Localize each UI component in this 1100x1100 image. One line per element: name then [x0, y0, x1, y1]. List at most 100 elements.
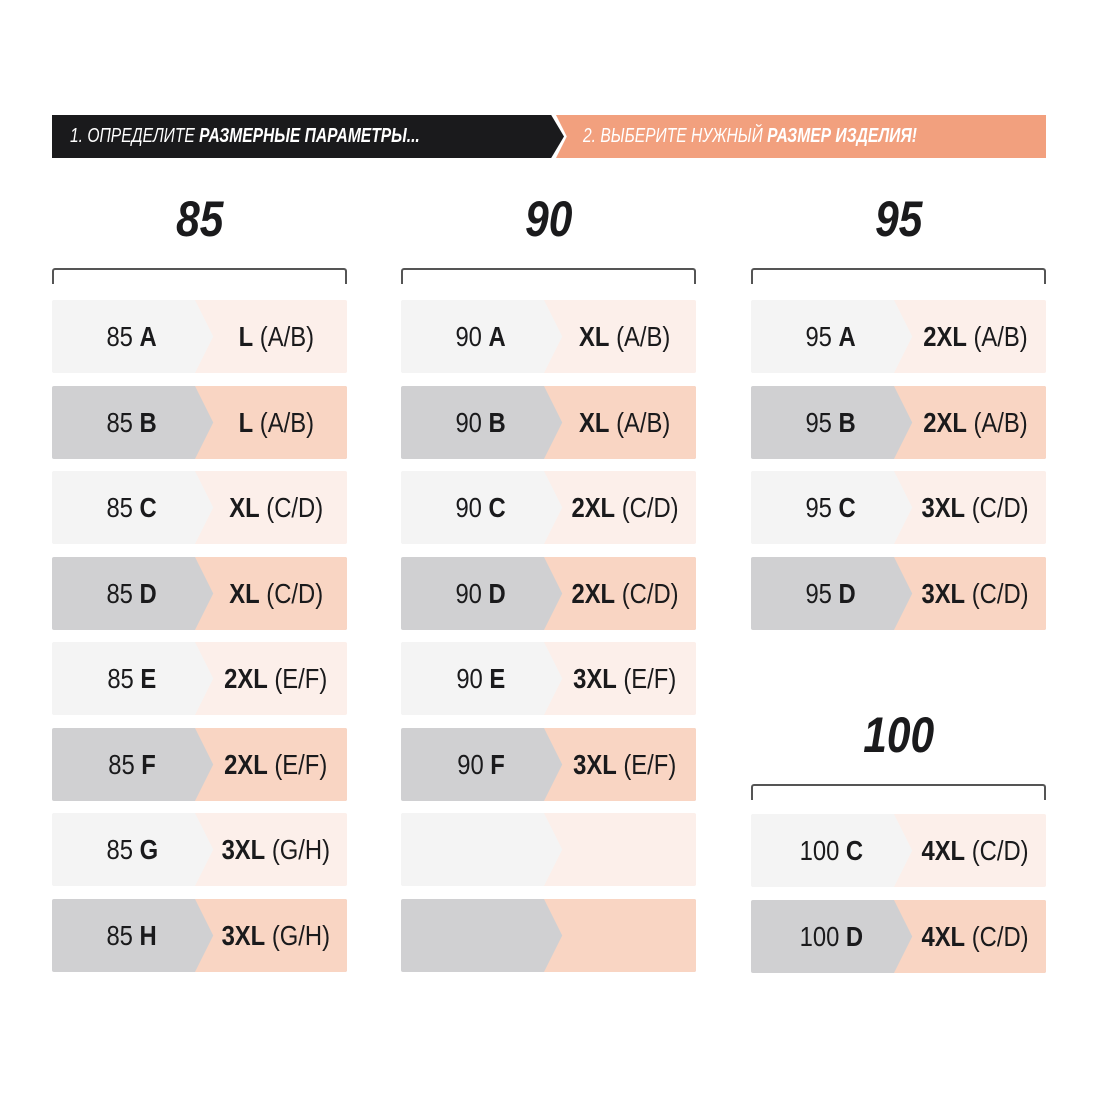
size-row: 95 D 3XL (C/D) [751, 557, 1046, 630]
bra-size-cell: 85 D [52, 557, 212, 630]
band-heading-text: 100 [863, 707, 934, 763]
bra-size: 90 D [456, 578, 506, 610]
size-row: 100 D 4XL (C/D) [751, 900, 1046, 973]
cup-value: B [488, 406, 507, 438]
bra-size: 90 E [457, 663, 506, 695]
cups-value: (A/B) [259, 320, 314, 352]
garment-size-cell: 3XL (E/F) [544, 728, 696, 801]
size-row: 100 C 4XL (C/D) [751, 814, 1046, 887]
bra-size-cell: 85 E [52, 642, 212, 715]
cups-value: (A/B) [973, 320, 1028, 352]
garment-size-cell: 2XL (E/F) [195, 642, 347, 715]
band-value: 85 [106, 320, 134, 352]
garment-size-cell: XL (C/D) [195, 557, 347, 630]
bra-size-cell: 90 E [401, 642, 561, 715]
garment-size-cell [544, 899, 696, 972]
garment-size: L (A/B) [238, 321, 313, 353]
garment-size-cell: 4XL (C/D) [894, 814, 1046, 887]
size-row: 85 E 2XL (E/F) [52, 642, 347, 715]
garment-size-cell: 3XL (C/D) [894, 471, 1046, 544]
cup-value: E [140, 662, 157, 694]
size-value: XL [229, 491, 260, 523]
cups-value: (E/F) [274, 748, 328, 780]
garment-size: L (A/B) [238, 407, 313, 439]
bra-size: 90 A [456, 321, 506, 353]
cups-value: (G/H) [272, 833, 331, 865]
bra-size-cell: 95 B [751, 386, 911, 459]
size-row: 90 B XL (A/B) [401, 386, 696, 459]
size-row: 85 F 2XL (E/F) [52, 728, 347, 801]
garment-size: 2XL (E/F) [224, 749, 327, 781]
band-value: 85 [106, 577, 134, 609]
size-value: XL [229, 577, 260, 609]
garment-size: 3XL (G/H) [222, 920, 330, 952]
cup-value: C [838, 491, 857, 523]
garment-size: XL (C/D) [229, 492, 323, 524]
garment-size-cell [544, 813, 696, 886]
cups-value: (C/D) [971, 834, 1029, 866]
step-2-banner: 2. ВЫБЕРИТЕ НУЖНЫЙ РАЗМЕР ИЗДЕЛИЯ! [556, 115, 1046, 158]
band-heading: 100 [751, 706, 1046, 764]
cups-value: (E/F) [274, 662, 328, 694]
group-bracket [751, 268, 1046, 284]
bra-size: 85 A [107, 321, 157, 353]
cups-value: (A/B) [616, 320, 671, 352]
size-row: 85 G 3XL (G/H) [52, 813, 347, 886]
size-value: 2XL [571, 577, 616, 609]
cups-value: (C/D) [971, 577, 1029, 609]
bra-size: 85 H [107, 920, 157, 952]
band-heading: 90 [401, 190, 696, 248]
bra-size-cell: 90 D [401, 557, 561, 630]
step-2-text: 2. ВЫБЕРИТЕ НУЖНЫЙ [583, 125, 768, 147]
group-bracket [52, 268, 347, 284]
bra-size: 85 E [108, 663, 157, 695]
garment-size-cell: XL (C/D) [195, 471, 347, 544]
bra-size-cell: 100 D [751, 900, 911, 973]
size-row: 95 C 3XL (C/D) [751, 471, 1046, 544]
garment-size: XL (A/B) [579, 321, 670, 353]
band-heading: 85 [52, 190, 347, 248]
garment-size-cell: 3XL (G/H) [195, 899, 347, 972]
band-value: 95 [805, 577, 833, 609]
bra-size: 100 C [799, 835, 863, 867]
garment-size-cell: XL (A/B) [544, 300, 696, 373]
cup-value: E [489, 662, 506, 694]
size-row: 85 B L (A/B) [52, 386, 347, 459]
cup-value: C [139, 491, 158, 523]
step-1-banner: 1. ОПРЕДЕЛИТЕ РАЗМЕРНЫЕ ПАРАМЕТРЫ... [52, 115, 564, 158]
size-value: 2XL [224, 748, 269, 780]
band-heading-text: 95 [874, 191, 923, 247]
cup-value: A [488, 320, 507, 352]
cup-value: F [141, 748, 156, 780]
size-row: 95 B 2XL (A/B) [751, 386, 1046, 459]
size-value: 2XL [571, 491, 616, 523]
band-value: 95 [805, 406, 833, 438]
garment-size-cell: 3XL (E/F) [544, 642, 696, 715]
bra-size-cell: 90 B [401, 386, 561, 459]
step-1-emphasis: РАЗМЕРНЫЕ ПАРАМЕТРЫ... [199, 125, 420, 147]
bra-size-cell: 95 D [751, 557, 911, 630]
garment-size: 3XL (E/F) [573, 749, 676, 781]
cups-value: (E/F) [623, 662, 677, 694]
size-value: 3XL [221, 919, 266, 951]
step-2-emphasis: РАЗМЕР ИЗДЕЛИЯ! [767, 125, 917, 147]
band-value: 90 [455, 491, 483, 523]
garment-size-cell: 2XL (C/D) [544, 471, 696, 544]
bra-size: 95 C [806, 492, 856, 524]
cup-value: B [838, 406, 857, 438]
garment-size: 2XL (C/D) [571, 578, 678, 610]
bra-size: 85 F [108, 749, 156, 781]
bra-size-cell: 100 C [751, 814, 911, 887]
garment-size: 2XL (A/B) [923, 321, 1027, 353]
garment-size-cell: L (A/B) [195, 300, 347, 373]
size-value: L [238, 406, 253, 438]
size-value: 3XL [221, 833, 266, 865]
band-heading-text: 85 [175, 191, 224, 247]
bra-size-cell: 90 F [401, 728, 561, 801]
size-row [401, 899, 696, 972]
cups-value: (G/H) [272, 919, 331, 951]
band-value: 90 [455, 320, 483, 352]
size-value: 2XL [224, 662, 269, 694]
band-value: 100 [799, 834, 839, 866]
garment-size: 2XL (C/D) [571, 492, 678, 524]
